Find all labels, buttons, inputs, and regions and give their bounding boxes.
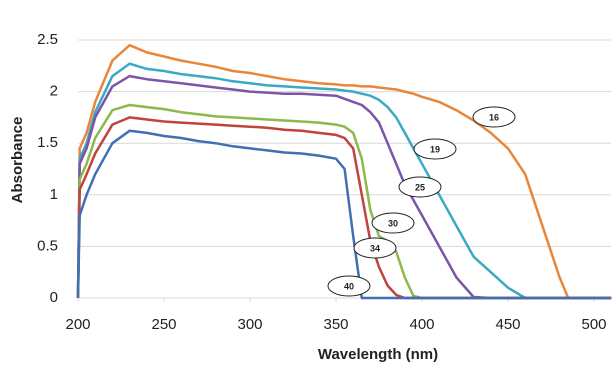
y-axis-title: Absorbance [9, 117, 26, 204]
series-label: 30 [388, 218, 398, 228]
series-label: 40 [344, 281, 354, 291]
series-line [76, 129, 612, 300]
series-label: 34 [370, 243, 380, 253]
y-tick-label: 1 [50, 186, 58, 203]
y-tick-label: 2 [50, 83, 58, 100]
y-tick-label: 0.5 [37, 237, 58, 254]
x-tick-label: 450 [495, 316, 520, 333]
series-label-outline [472, 106, 516, 128]
series-label: 16 [489, 112, 499, 122]
x-axis-title: Wavelength (nm) [318, 346, 438, 363]
series-label-outline [371, 212, 415, 234]
y-tick-label: 0 [50, 289, 58, 306]
x-tick-label: 300 [237, 316, 262, 333]
y-tick-label: 1.5 [37, 134, 58, 151]
series-line [76, 62, 612, 300]
x-tick-label: 500 [581, 316, 606, 333]
series-label-outline [327, 275, 371, 297]
y-tick-label: 2.5 [37, 31, 58, 48]
series-label-outline [413, 138, 457, 160]
x-tick-label: 200 [65, 316, 90, 333]
x-tick-label: 400 [409, 316, 434, 333]
series-label: 25 [415, 182, 425, 192]
series-label-outline [398, 176, 442, 198]
series-line [76, 116, 612, 300]
series-label: 19 [430, 144, 440, 154]
series-label-outline [353, 237, 397, 259]
series-line [76, 43, 612, 300]
x-tick-label: 350 [323, 316, 348, 333]
x-tick-label: 250 [151, 316, 176, 333]
